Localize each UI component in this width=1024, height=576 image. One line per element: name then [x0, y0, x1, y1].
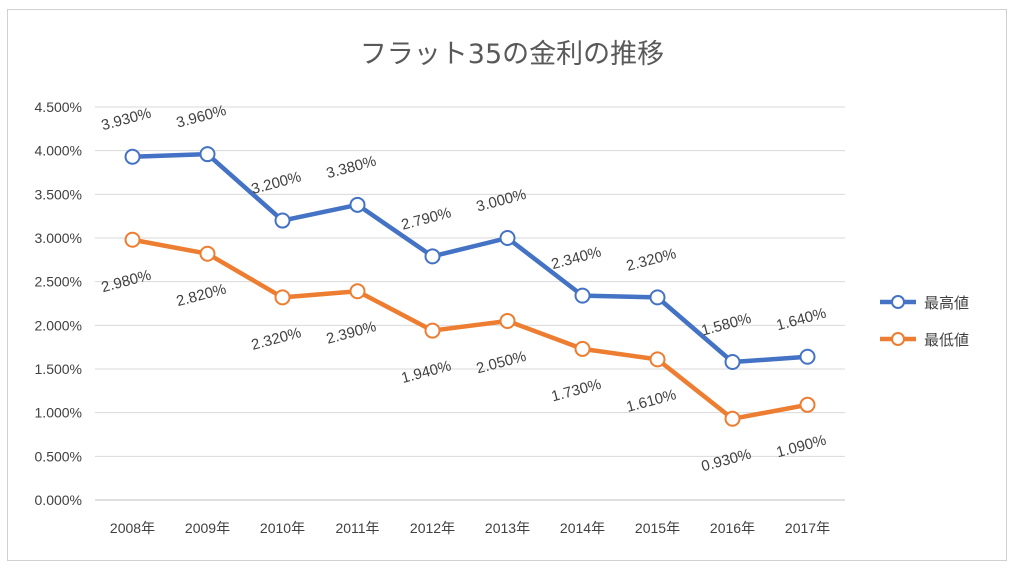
data-label: 1.580% [700, 310, 754, 340]
data-label: 2.320% [625, 245, 679, 275]
data-point [349, 196, 366, 213]
y-tick-label: 1.500% [35, 361, 82, 377]
data-point [574, 287, 591, 304]
data-point [349, 283, 366, 300]
x-tick-label: 2009年 [185, 520, 230, 536]
data-label: 3.000% [475, 186, 529, 216]
data-label: 2.820% [175, 281, 229, 311]
data-point [124, 231, 141, 248]
chart-frame [7, 9, 1007, 561]
data-point [724, 354, 741, 371]
x-tick-label: 2010年 [260, 520, 305, 536]
x-tick-label: 2008年 [110, 520, 155, 536]
legend-marker [891, 332, 905, 346]
series-line [130, 151, 810, 365]
data-point [574, 340, 591, 357]
y-tick-label: 3.000% [35, 230, 82, 246]
data-point [424, 248, 441, 265]
series-line [130, 237, 810, 422]
data-point [499, 230, 516, 246]
data-point [649, 351, 666, 368]
y-tick-label: 0.000% [35, 492, 82, 508]
y-axis-ticks: 0.000% 0.500% 1.000% 1.500% 2.000% 2.500% 3.00… [35, 99, 82, 508]
data-label: 3.930% [100, 105, 154, 135]
chart-title: フラット35の金利の推移 [360, 39, 664, 70]
data-label: 2.980% [100, 267, 154, 297]
y-tick-label: 1.000% [35, 405, 82, 421]
y-tick-label: 3.500% [35, 186, 82, 202]
x-tick-label: 2016年 [710, 520, 755, 536]
data-point [124, 148, 141, 165]
data-point [424, 322, 441, 339]
y-tick-label: 4.500% [35, 99, 82, 115]
y-tick-label: 2.000% [35, 317, 82, 333]
data-point [724, 410, 741, 427]
data-label: 2.390% [325, 318, 379, 348]
data-label: 2.050% [475, 348, 529, 378]
y-tick-label: 2.500% [35, 274, 82, 290]
legend-label: 最高値 [924, 294, 969, 312]
data-point [649, 289, 666, 306]
data-point [199, 146, 216, 163]
x-tick-label: 2015年 [635, 520, 680, 536]
data-point [799, 348, 816, 365]
data-label: 3.380% [325, 153, 379, 183]
data-point [499, 312, 516, 329]
data-label: 3.200% [250, 168, 304, 198]
y-tick-label: 4.000% [35, 143, 82, 159]
data-label: 2.790% [400, 204, 454, 234]
data-label: 1.730% [550, 376, 604, 406]
data-label: 2.340% [550, 243, 604, 273]
x-tick-label: 2014年 [560, 520, 605, 536]
data-label: 2.320% [250, 324, 304, 354]
data-label: 1.640% [775, 305, 829, 335]
x-tick-label: 2013年 [485, 520, 530, 536]
legend-label: 最低値 [924, 331, 969, 349]
data-label: 1.610% [625, 386, 679, 416]
x-axis-ticks: 2008年 2009年 2010年 2011年 2012年 2013年 2014年 2015年… [110, 520, 830, 536]
data-point [274, 289, 291, 306]
x-tick-label: 2011年 [335, 520, 379, 536]
data-point [274, 212, 291, 229]
data-label: 1.940% [400, 357, 454, 387]
data-label: 0.930% [700, 446, 754, 476]
gridlines [95, 106, 845, 501]
series-layer [124, 146, 816, 427]
data-point [799, 396, 816, 413]
x-tick-label: 2012年 [410, 520, 455, 536]
x-tick-label: 2017年 [785, 520, 830, 536]
data-label: 3.960% [175, 102, 229, 132]
y-tick-label: 0.500% [35, 448, 82, 464]
legend-marker [891, 295, 905, 309]
data-point [199, 245, 216, 262]
